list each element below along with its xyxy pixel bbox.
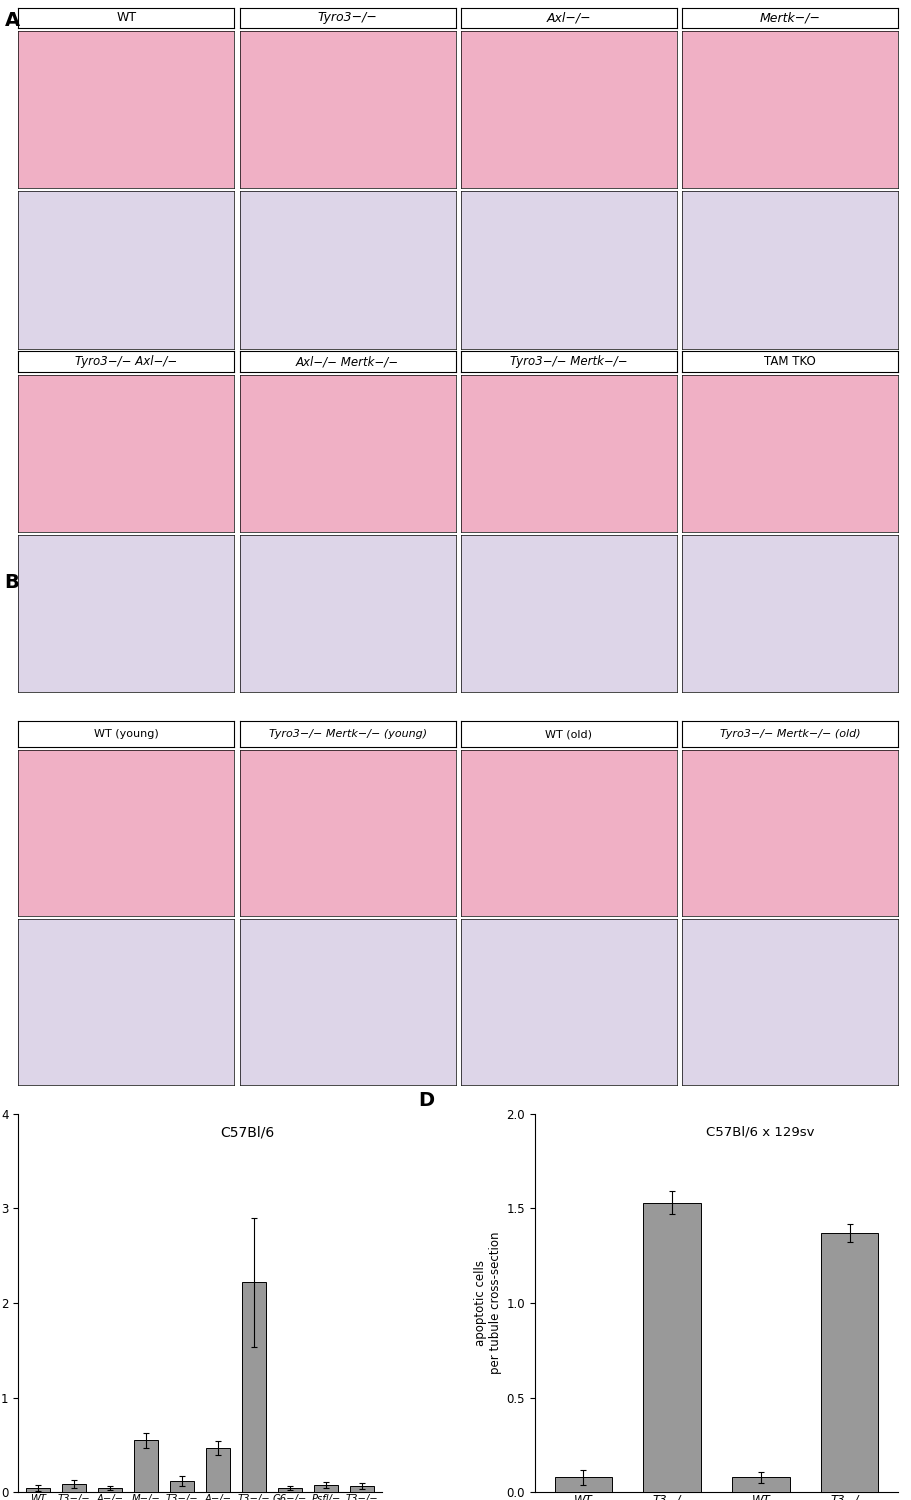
Bar (98, 1488, 122, 1492)
Bar (732, 1478, 789, 1492)
Text: C57Bl/6: C57Bl/6 (220, 1125, 274, 1138)
Bar (554, 1478, 611, 1492)
Text: Tyro3−/− Mertk−/− (old): Tyro3−/− Mertk−/− (old) (719, 729, 860, 740)
Text: WT (old): WT (old) (545, 729, 592, 740)
Bar (242, 1282, 265, 1492)
Text: WT (young): WT (young) (94, 729, 159, 740)
Bar (170, 1480, 193, 1492)
Bar (62, 1484, 86, 1492)
Text: Tyro3−/−: Tyro3−/− (317, 10, 377, 24)
Bar (134, 1440, 158, 1492)
Text: B: B (5, 573, 19, 592)
Bar (820, 1233, 877, 1492)
Text: Axl−/−: Axl−/− (546, 10, 590, 24)
Text: TAM TKO: TAM TKO (763, 356, 815, 368)
Bar (642, 1203, 701, 1492)
Bar (206, 1448, 230, 1492)
Text: WT: WT (116, 10, 136, 24)
Text: C57Bl/6 x 129sv: C57Bl/6 x 129sv (705, 1125, 814, 1138)
Bar (278, 1488, 302, 1492)
Text: Tyro3−/− Axl−/−: Tyro3−/− Axl−/− (75, 356, 177, 368)
Text: Tyro3−/− Mertk−/− (young): Tyro3−/− Mertk−/− (young) (268, 729, 426, 740)
Y-axis label: apoptotic cells
per tubule cross-section: apoptotic cells per tubule cross-section (474, 1232, 502, 1374)
Text: Tyro3−/− Mertk−/−: Tyro3−/− Mertk−/− (509, 356, 627, 368)
Text: A: A (5, 10, 20, 30)
Text: Mertk−/−: Mertk−/− (759, 10, 820, 24)
Text: D: D (418, 1090, 434, 1110)
Text: Axl−/− Mertk−/−: Axl−/− Mertk−/− (296, 356, 399, 368)
Bar (26, 1488, 50, 1492)
Bar (350, 1486, 374, 1492)
Bar (314, 1485, 337, 1492)
